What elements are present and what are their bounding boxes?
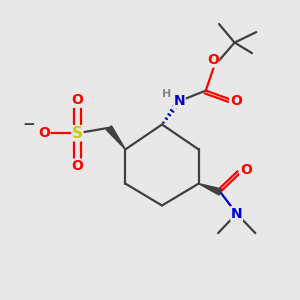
Polygon shape [199,184,221,195]
Text: O: O [71,159,83,173]
Text: O: O [71,93,83,107]
Text: S: S [72,126,83,141]
Polygon shape [106,126,125,149]
Text: −: − [22,117,35,132]
Text: O: O [207,53,219,67]
Text: O: O [240,163,252,177]
Text: H: H [162,88,171,99]
Text: O: O [38,126,50,140]
Text: O: O [230,94,242,107]
Text: N: N [231,207,242,220]
Text: N: N [174,94,185,108]
